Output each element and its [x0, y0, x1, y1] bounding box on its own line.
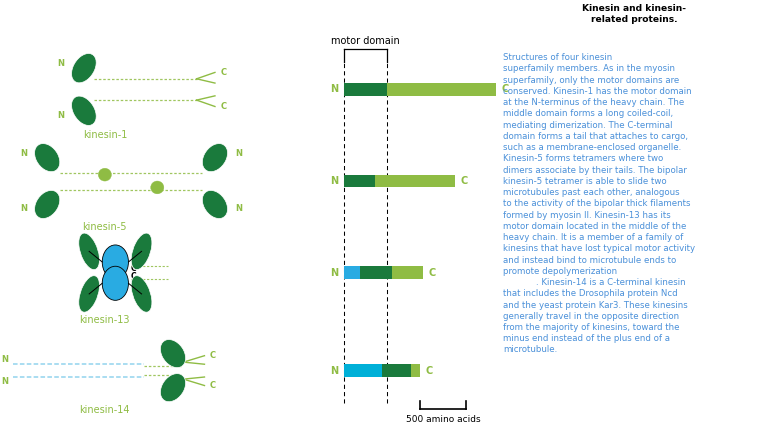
Ellipse shape [131, 276, 152, 312]
Text: 500 amino acids: 500 amino acids [406, 415, 480, 424]
Bar [360, 266, 392, 279]
Bar [411, 364, 420, 377]
Text: C: C [210, 381, 216, 390]
Bar [344, 83, 387, 96]
Text: kinesin-1: kinesin-1 [82, 130, 127, 140]
Text: C: C [425, 366, 433, 376]
Text: C: C [501, 84, 509, 95]
Ellipse shape [99, 168, 112, 181]
Ellipse shape [72, 54, 96, 83]
Bar [387, 83, 497, 96]
Ellipse shape [35, 144, 60, 172]
Text: C: C [460, 176, 467, 186]
Text: N: N [57, 110, 64, 120]
Text: kinesin-5: kinesin-5 [82, 222, 127, 231]
Ellipse shape [72, 96, 96, 125]
Ellipse shape [131, 233, 152, 270]
Bar [375, 175, 455, 187]
Ellipse shape [160, 374, 186, 402]
Text: C: C [131, 272, 136, 282]
Text: N: N [235, 149, 242, 158]
Ellipse shape [202, 190, 227, 219]
Text: N: N [131, 283, 137, 292]
Text: N: N [331, 268, 338, 278]
Bar [344, 364, 382, 377]
Text: C: C [428, 268, 436, 278]
Text: kinesin-14: kinesin-14 [79, 405, 130, 414]
Text: N: N [20, 149, 27, 158]
Ellipse shape [103, 266, 129, 300]
Ellipse shape [35, 190, 60, 219]
Text: N: N [131, 253, 137, 262]
Bar [382, 364, 411, 377]
Text: N: N [331, 176, 338, 186]
Text: Kinesin and kinesin-
related proteins.: Kinesin and kinesin- related proteins. [582, 4, 686, 24]
Text: N: N [235, 204, 242, 213]
Text: N: N [1, 377, 8, 386]
Text: N: N [331, 366, 338, 376]
Text: N: N [1, 355, 8, 365]
Ellipse shape [151, 181, 164, 194]
Bar [344, 175, 375, 187]
Ellipse shape [79, 276, 99, 312]
Bar [344, 266, 360, 279]
Text: C: C [221, 68, 227, 77]
Text: kinesin-13: kinesin-13 [79, 315, 130, 325]
Text: C: C [221, 102, 227, 111]
Ellipse shape [103, 245, 129, 279]
Text: N: N [20, 204, 27, 213]
Text: C: C [131, 264, 136, 273]
Ellipse shape [79, 233, 99, 270]
Bar [392, 266, 423, 279]
Text: N: N [57, 59, 64, 69]
Ellipse shape [202, 144, 227, 172]
Text: Structures of four kinesin
superfamily members. As in the myosin
superfamily, on: Structures of four kinesin superfamily m… [503, 53, 695, 354]
Text: C: C [210, 351, 216, 360]
Ellipse shape [160, 340, 186, 368]
Text: N: N [331, 84, 338, 95]
Text: motor domain: motor domain [331, 36, 400, 46]
